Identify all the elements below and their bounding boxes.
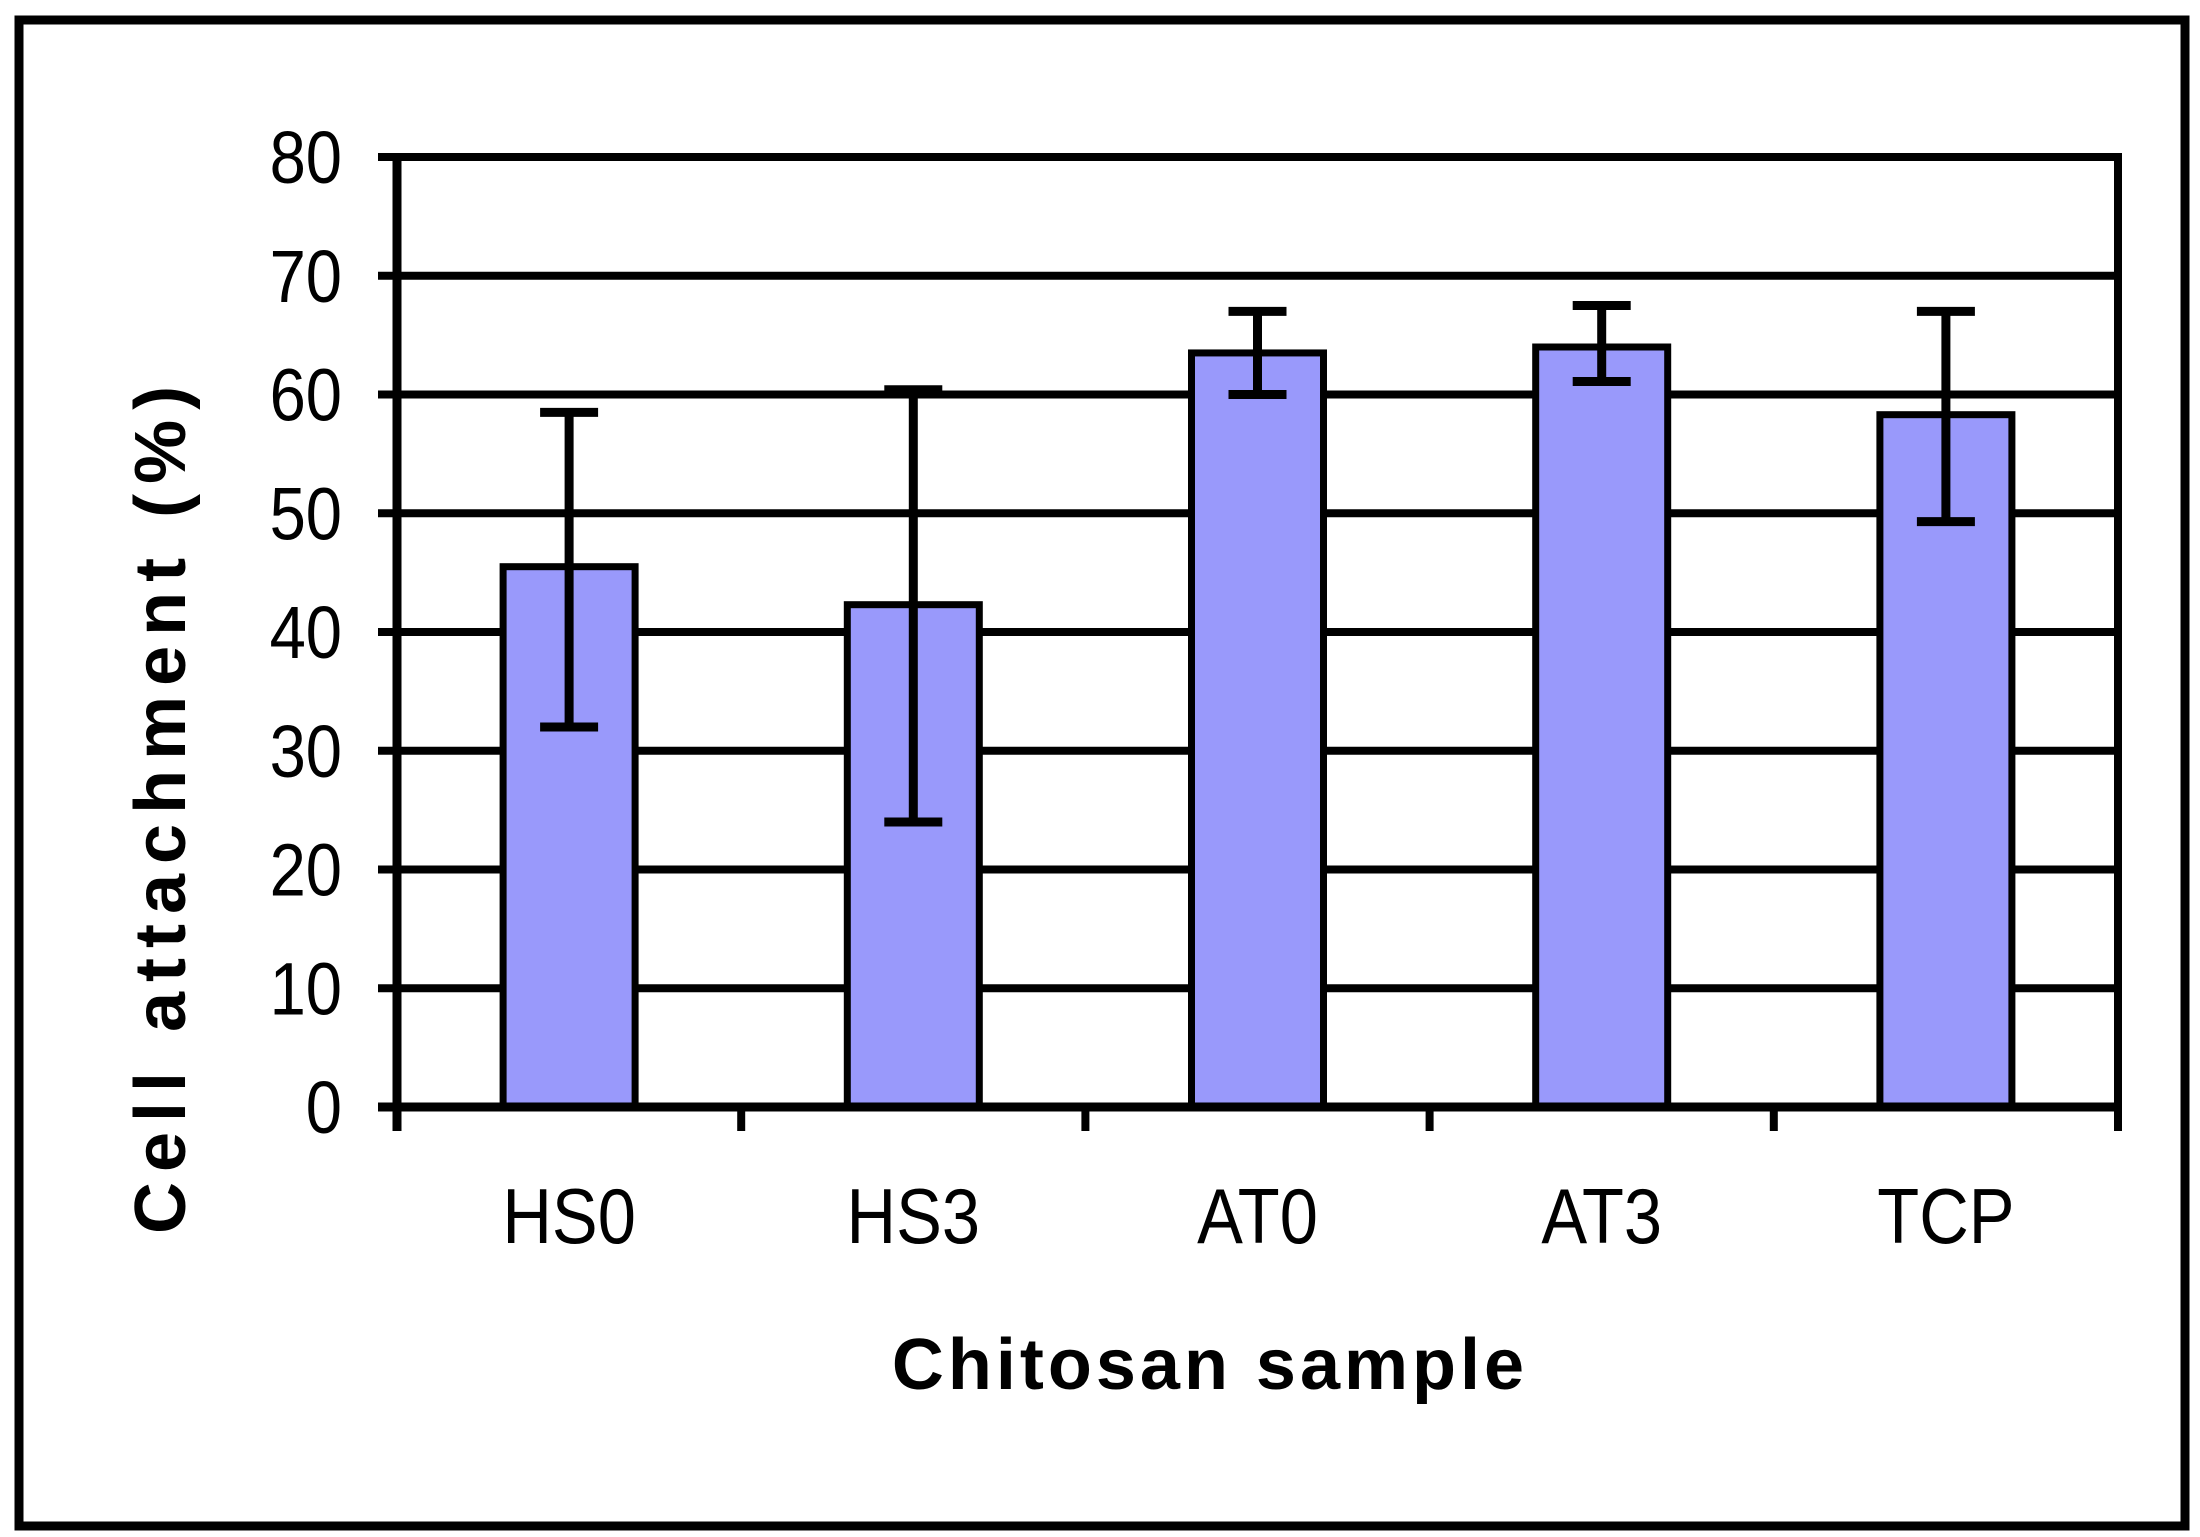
y-tick-label-60: 60 <box>270 354 342 437</box>
category-label-AT3: AT3 <box>1541 1172 1662 1260</box>
bar-AT3 <box>1532 343 1672 1111</box>
category-label-AT0: AT0 <box>1197 1172 1318 1260</box>
category-label-HS0: HS0 <box>502 1172 635 1260</box>
y-tick-label-40: 40 <box>270 591 342 674</box>
y-axis-title: Cell attachment (%) <box>121 376 201 1234</box>
y-tick-label-80: 80 <box>270 116 342 199</box>
x-axis-title: Chitosan sample <box>892 1325 1528 1405</box>
y-tick-label-30: 30 <box>270 710 342 793</box>
bar-AT0 <box>1188 349 1327 1111</box>
y-tick-label-70: 70 <box>270 235 342 318</box>
figure-border <box>14 15 2190 1531</box>
category-label-TCP: TCP <box>1877 1172 2014 1260</box>
y-tick-label-10: 10 <box>270 947 342 1030</box>
y-tick-label-20: 20 <box>270 829 342 912</box>
y-tick-label-0: 0 <box>306 1066 342 1149</box>
y-tick-label-50: 50 <box>270 472 342 555</box>
category-label-HS3: HS3 <box>847 1172 980 1260</box>
